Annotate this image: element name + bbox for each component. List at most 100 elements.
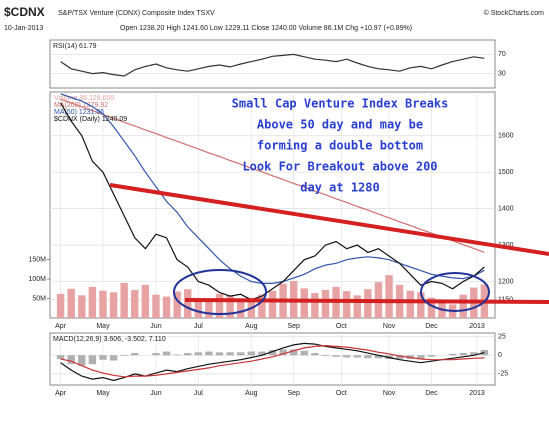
series-line	[60, 344, 485, 378]
bar	[56, 355, 65, 359]
bar	[395, 355, 404, 359]
bar	[470, 352, 478, 356]
x-tick-label: Jul	[194, 323, 203, 330]
y-tick-label: -25	[498, 371, 508, 378]
y2-tick-label: 100M	[28, 276, 46, 283]
bar	[205, 351, 213, 356]
x-tick-label: 2013	[469, 323, 485, 330]
y2-tick-label: 50M	[32, 295, 46, 302]
x-tick-label: Jul	[194, 390, 203, 397]
x-tick-label: Aug	[245, 390, 258, 397]
bar	[56, 293, 65, 318]
bar	[173, 354, 181, 356]
bar	[459, 353, 467, 356]
bar	[332, 355, 340, 357]
bar	[141, 284, 150, 318]
x-tick-label: Oct	[336, 390, 347, 397]
panel	[49, 39, 496, 89]
bar	[226, 352, 234, 356]
bar	[300, 350, 308, 356]
bar	[268, 290, 277, 318]
annotation: day at 1280	[300, 181, 379, 195]
annotation: Above 50 day and may be	[257, 118, 423, 132]
bar	[109, 355, 118, 361]
bar	[321, 355, 330, 357]
bar	[247, 351, 256, 356]
bar	[237, 300, 245, 318]
legend-entry: Volume 86,128,600	[54, 95, 114, 102]
legend-entry: $CDNX (Daily) 1240.09	[54, 116, 127, 123]
bar	[194, 352, 203, 356]
bar	[226, 295, 234, 318]
x-tick-label: Oct	[336, 323, 347, 330]
bar	[459, 294, 467, 318]
overlay	[109, 183, 549, 315]
bar	[152, 294, 160, 318]
bar	[194, 298, 203, 318]
bar	[109, 292, 118, 318]
x-tick-label: May	[96, 323, 110, 330]
y-tick-label: 1500	[498, 169, 514, 176]
bar	[67, 355, 75, 365]
bar	[289, 349, 298, 356]
bar	[237, 352, 245, 356]
bar	[205, 299, 213, 318]
highlight-ellipse	[420, 272, 490, 312]
bar	[385, 275, 393, 318]
bar	[448, 353, 457, 356]
series-line	[60, 102, 485, 301]
x-tick-label: 2013	[469, 390, 485, 397]
bar	[353, 295, 361, 318]
bar	[311, 353, 319, 356]
x-tick-label: Dec	[425, 323, 438, 330]
x-tick-label: Dec	[425, 390, 438, 397]
x-tick-label: Sep	[287, 323, 300, 330]
annotation: forming a double bottom	[257, 139, 423, 153]
series-line	[60, 342, 485, 382]
bar	[152, 353, 160, 356]
bar	[374, 355, 383, 359]
bar	[427, 355, 436, 357]
bar	[406, 290, 414, 318]
x-tick-label: Apr	[55, 323, 67, 330]
bar	[99, 355, 107, 360]
bar	[279, 349, 287, 356]
bar	[353, 355, 361, 358]
bar	[321, 289, 330, 318]
bar	[342, 355, 351, 358]
date: 10-Jan-2013	[4, 25, 43, 32]
annotation: Small Cap Venture Index Breaks	[232, 97, 449, 111]
bar	[184, 353, 192, 356]
bar	[311, 293, 319, 318]
y-tick-label: 25	[498, 334, 506, 341]
bar	[120, 355, 128, 357]
x-tick-label: Nov	[383, 390, 396, 397]
y-tick-label: 30	[498, 70, 506, 77]
highlight-ellipse	[173, 269, 267, 315]
bar	[258, 351, 266, 356]
support-line	[184, 298, 549, 304]
panel-title: RSI(14) 61.79	[53, 43, 97, 50]
series-line	[60, 53, 485, 77]
annotation: Look For Breakout above 200	[242, 160, 437, 174]
x-tick-label: Nov	[383, 323, 396, 330]
bar	[78, 295, 86, 318]
series-line	[60, 98, 485, 253]
bar	[78, 355, 86, 366]
x-tick-label: Jun	[150, 390, 161, 397]
y2-tick-label: 150M	[28, 256, 46, 263]
x-tick-label: Aug	[245, 323, 258, 330]
bar	[215, 293, 224, 318]
bar	[364, 289, 372, 318]
quote: Open 1238.20 High 1241.60 Low 1229.11 Cl…	[120, 25, 412, 32]
panel-title: MACD(12,26,9) 3.606, -3.502, 7.110	[53, 336, 166, 343]
bar	[417, 355, 425, 359]
bar	[131, 289, 139, 318]
bar	[427, 297, 436, 318]
y-tick-label: 70	[498, 51, 506, 58]
bar	[258, 294, 266, 318]
y-tick-label: 1400	[498, 205, 514, 212]
